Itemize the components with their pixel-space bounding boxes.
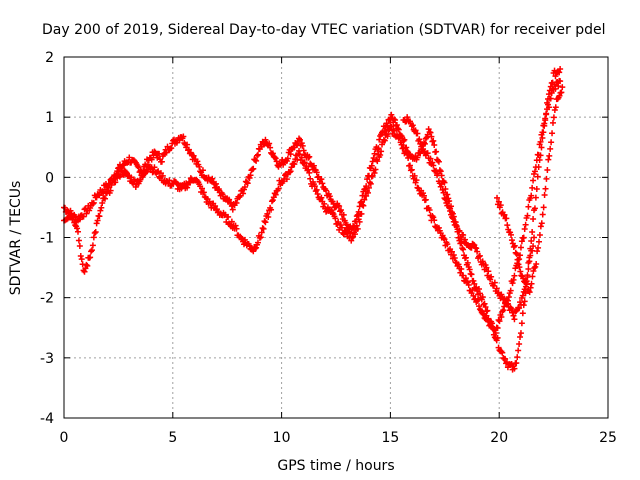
series-track-d	[494, 84, 566, 296]
series-track-c	[400, 114, 538, 323]
y-tick-label: 0	[45, 170, 54, 186]
point-markers	[494, 84, 566, 296]
chart-title: Day 200 of 2019, Sidereal Day-to-day VTE…	[42, 22, 606, 38]
y-tick-label: 2	[45, 50, 54, 66]
data-points	[61, 66, 566, 373]
x-tick-label: 25	[599, 430, 617, 446]
x-tick-label: 10	[273, 430, 291, 446]
x-tick-label: 15	[381, 430, 399, 446]
x-tick-label: 0	[60, 430, 69, 446]
point-markers	[61, 66, 564, 373]
y-tick-label: -4	[40, 411, 54, 427]
point-markers	[61, 77, 564, 336]
y-tick-label: 1	[45, 110, 54, 126]
y-axis-label: SDTVAR / TECUs	[8, 181, 24, 296]
x-tick-label: 5	[168, 430, 177, 446]
point-markers	[400, 114, 538, 323]
x-axis-label: GPS time / hours	[277, 458, 394, 474]
y-tick-label: -2	[40, 291, 54, 307]
y-tick-label: -3	[40, 351, 54, 367]
x-tick-label: 20	[490, 430, 508, 446]
series-track-b	[61, 77, 564, 336]
plot-frame	[63, 56, 609, 419]
series-track-a	[61, 66, 564, 373]
axis-ticks: 0 5 10 15 20 25 -4 -3 -2 -1 0 1 2	[40, 50, 617, 446]
y-tick-label: -1	[40, 231, 54, 247]
